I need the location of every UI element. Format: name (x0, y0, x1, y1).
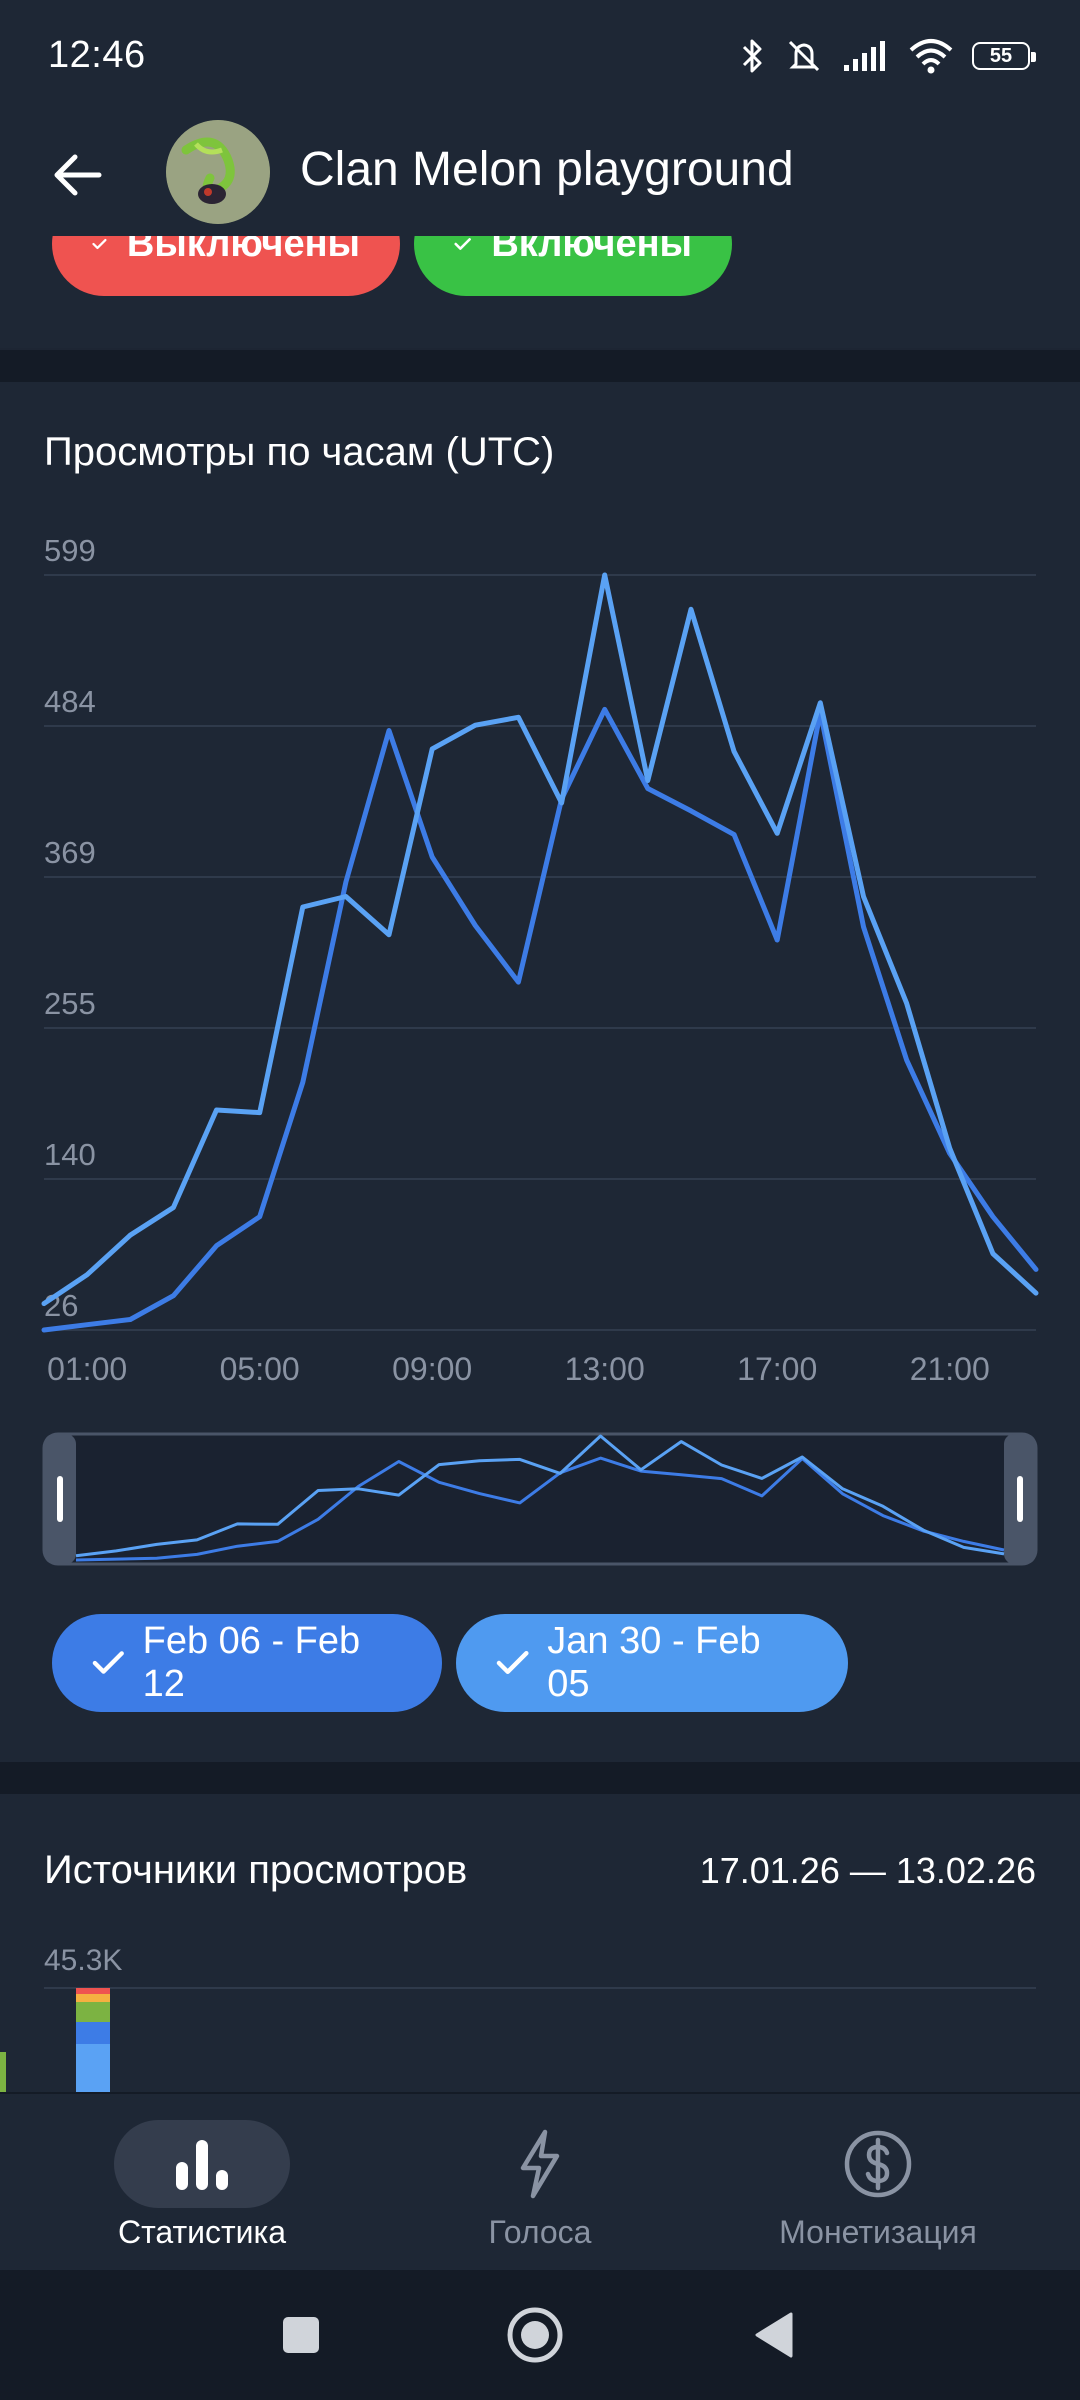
page-title: Clan Melon playground (300, 143, 794, 196)
dollar-circle-icon (844, 2130, 912, 2198)
view-sources-chart (0, 1987, 1036, 2092)
x-tick-label: 01:00 (47, 1351, 127, 1387)
home-circle-icon (507, 2307, 563, 2363)
app-bar: Clan Melon playground (0, 116, 1080, 236)
check-icon (496, 1651, 529, 1675)
sources-partial-bar (0, 2052, 6, 2092)
channel-avatar[interactable] (166, 120, 270, 224)
series-line-1 (41, 706, 1039, 1333)
status-bar: 12:46 55 (0, 0, 1080, 116)
signal-icon (844, 41, 885, 71)
filter-chip-strip: Выключены Включены (0, 236, 1080, 348)
sources-bar-segment (76, 2044, 110, 2092)
y-tick-label: 140 (44, 1137, 96, 1172)
avatar-image (166, 120, 270, 224)
nav-label-votes: Голоса (488, 2214, 592, 2250)
toggle-chip-on[interactable]: Включены (414, 236, 732, 296)
back-triangle-icon (755, 2312, 793, 2358)
y-tick-label: 369 (44, 835, 96, 870)
nav-item-monetization[interactable]: Монетизация (698, 2094, 1058, 2272)
navigator-left-grip (57, 1476, 63, 1522)
check-icon (92, 238, 107, 250)
nav-label-statistics: Статистика (117, 2214, 287, 2250)
recent-apps-button[interactable] (266, 2300, 336, 2370)
toggle-chip-off[interactable]: Выключены (52, 236, 400, 296)
square-icon (283, 2317, 319, 2353)
check-icon (92, 1651, 124, 1674)
view-sources-card (0, 1794, 1080, 2092)
x-tick-label: 09:00 (392, 1351, 472, 1387)
system-navigation-bar (0, 2270, 1080, 2400)
sources-bar-segment (76, 2022, 110, 2044)
bar-chart-icon (176, 2140, 228, 2190)
home-button[interactable] (500, 2300, 570, 2370)
x-tick-label: 21:00 (910, 1351, 990, 1387)
back-arrow-icon (54, 154, 102, 196)
back-system-button[interactable] (738, 2300, 808, 2370)
legend-chip-label: Feb 06 - Feb 12 (142, 1620, 361, 1705)
view-sources-date-range[interactable]: 17.01.26 — 13.02.26 (699, 1850, 1036, 1891)
section-divider (0, 1762, 1080, 1794)
toggle-chip-label: Выключены (126, 236, 360, 265)
navigator-right-grip (1017, 1476, 1023, 1522)
y-tick-label: 484 (44, 684, 96, 719)
series-line-2 (41, 572, 1039, 1307)
sources-bar-segment (76, 2002, 110, 2022)
navigator-series-line-1 (75, 1456, 1005, 1562)
nav-pill-active (114, 2120, 290, 2208)
x-tick-label: 05:00 (220, 1351, 300, 1387)
view-sources-title: Источники просмотров (44, 1848, 468, 1892)
wifi-icon (909, 39, 953, 74)
lightning-icon (520, 2129, 560, 2199)
status-time: 12:46 (48, 34, 146, 76)
bottom-navigation: Статистика Голоса Монетизация (0, 2092, 1080, 2272)
nav-pill (452, 2120, 628, 2208)
x-tick-label: 13:00 (565, 1351, 645, 1387)
x-tick-label: 17:00 (737, 1351, 817, 1387)
view-sources-y-max: 45.3K (44, 1944, 123, 1977)
nav-label-monetization: Монетизация (779, 2214, 977, 2250)
sources-bar-segment (76, 1988, 110, 1994)
mute-icon (788, 40, 820, 72)
hourly-views-title: Просмотры по часам (UTC) (44, 430, 555, 474)
section-divider (0, 350, 1080, 382)
y-tick-label: 599 (44, 533, 96, 568)
sources-bar-segment (0, 2052, 6, 2092)
nav-pill (790, 2120, 966, 2208)
legend-chip-label: Jan 30 - Feb 05 (547, 1620, 761, 1705)
legend-chip-current-week[interactable]: Feb 06 - Feb 12 (52, 1614, 442, 1712)
status-icons: 55 (740, 34, 1036, 78)
nav-item-votes[interactable]: Голоса (360, 2094, 720, 2272)
navigator-series-line-2 (75, 1434, 1005, 1558)
back-button[interactable] (42, 140, 112, 210)
check-icon (454, 238, 471, 250)
nav-item-statistics[interactable]: Статистика (22, 2094, 382, 2272)
bluetooth-icon (742, 39, 762, 73)
sources-bar-segment (76, 1994, 110, 2002)
battery-indicator: 55 (972, 42, 1036, 70)
toggle-chip-label: Включены (491, 236, 692, 265)
range-navigator[interactable] (0, 0, 1080, 1580)
legend-chip-previous-week[interactable]: Jan 30 - Feb 05 (456, 1614, 848, 1712)
sources-stacked-bar (76, 1988, 110, 2092)
y-tick-label: 255 (44, 986, 96, 1021)
